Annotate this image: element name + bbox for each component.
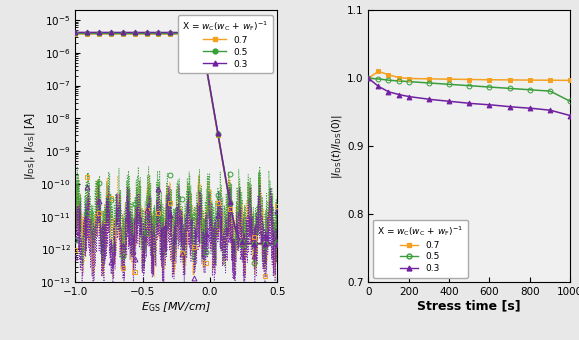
Y-axis label: $|I_{\rm DS}|$, $|I_{\rm GS}|$ [A]: $|I_{\rm DS}|$, $|I_{\rm GS}|$ [A] <box>24 113 38 180</box>
Y-axis label: $|I_{\rm DS}(t)/I_{\rm DS}(0)|$: $|I_{\rm DS}(t)/I_{\rm DS}(0)|$ <box>330 114 344 179</box>
X-axis label: $E_{\rm GS}$ [MV/cm]: $E_{\rm GS}$ [MV/cm] <box>141 300 211 314</box>
X-axis label: Stress time [s]: Stress time [s] <box>417 300 521 313</box>
Legend: 0.7, 0.5, 0.3: 0.7, 0.5, 0.3 <box>178 15 273 73</box>
Legend: 0.7, 0.5, 0.3: 0.7, 0.5, 0.3 <box>373 220 468 278</box>
